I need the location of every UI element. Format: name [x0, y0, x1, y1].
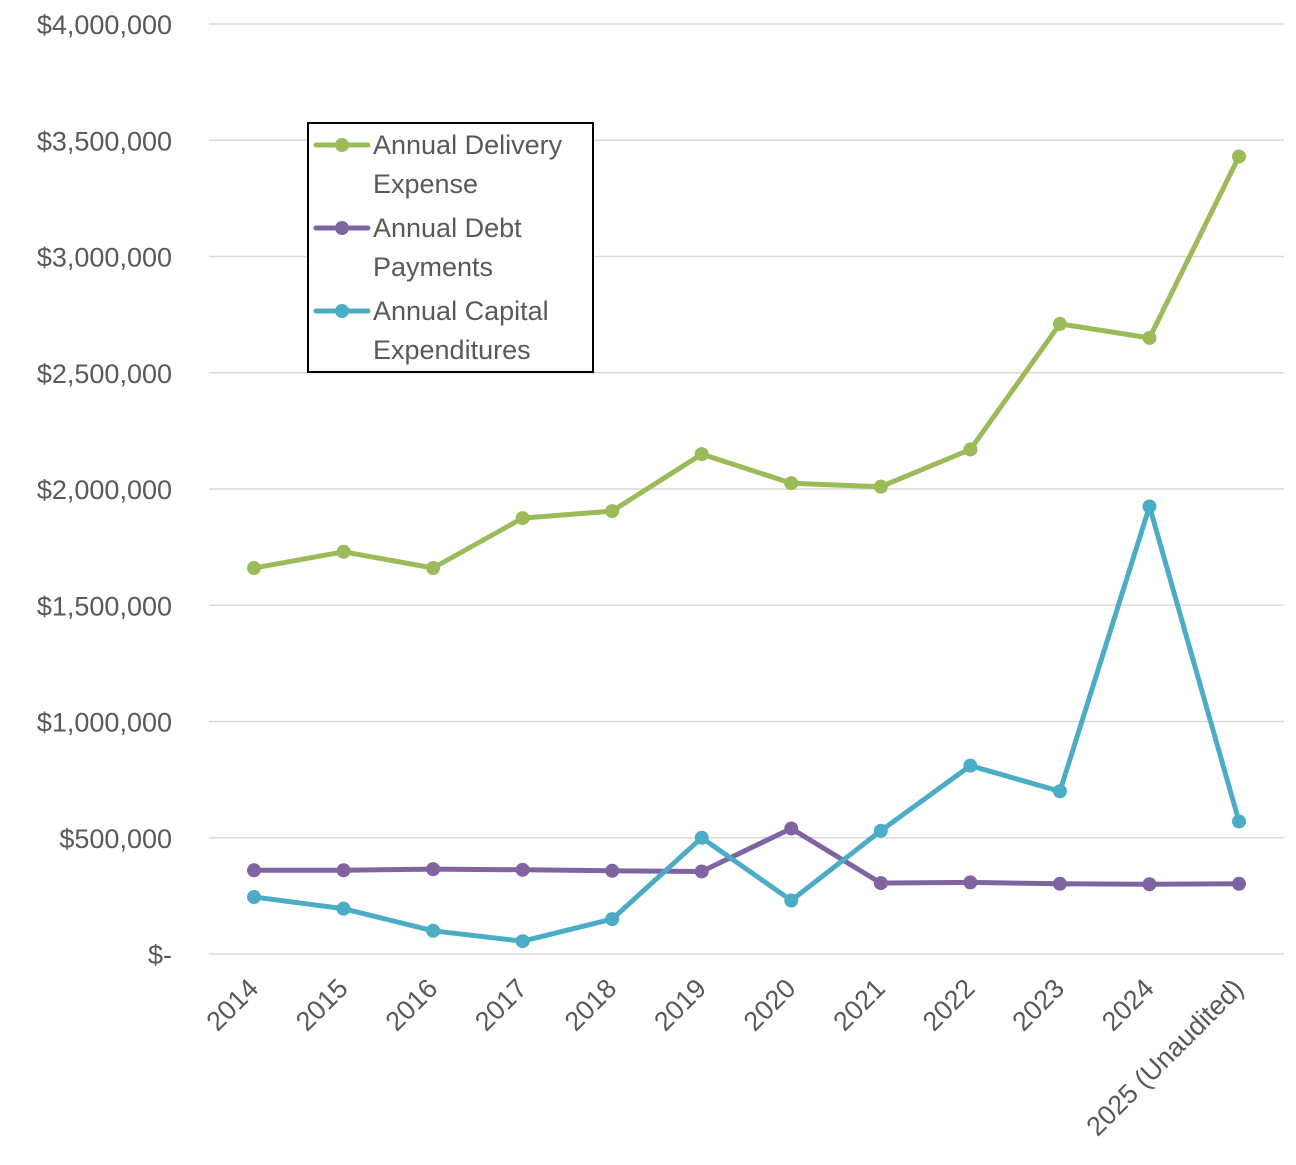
legend-label: Payments — [373, 252, 493, 282]
y-tick-label: $- — [148, 940, 172, 970]
legend-entry: Annual Delivery Expense — [313, 130, 563, 199]
data-point — [426, 923, 441, 938]
data-point — [784, 893, 799, 908]
y-tick-label: $2,000,000 — [37, 475, 172, 505]
legend-swatch-marker — [335, 221, 349, 235]
x-tick-label: 2015 — [290, 973, 354, 1037]
data-point — [426, 862, 441, 877]
legend-label: Annual Debt — [373, 213, 522, 243]
data-point — [694, 864, 709, 879]
legend-label: Expense — [373, 169, 478, 199]
data-point — [694, 447, 709, 462]
data-series — [247, 149, 1246, 949]
data-point — [1232, 814, 1246, 829]
data-point — [873, 479, 888, 494]
data-point — [605, 504, 620, 519]
y-axis-tick-labels: $- $500,000 $1,000,000 $1,500,000 $2,000,000… — [37, 10, 172, 970]
data-point — [515, 862, 530, 877]
y-tick-label: $2,500,000 — [37, 359, 172, 389]
x-tick-label: 2025 (Unaudited) — [1080, 973, 1249, 1142]
series-3 — [247, 499, 1246, 949]
legend-label: Annual Delivery — [373, 130, 563, 160]
data-point — [515, 934, 530, 949]
legend-label: Expenditures — [373, 335, 531, 365]
legend: Annual Delivery Expense Annual Debt Payment… — [307, 122, 594, 373]
series-line — [251, 826, 1242, 887]
legend-swatch-marker — [335, 138, 349, 152]
x-tick-label: 2024 — [1096, 973, 1160, 1037]
x-tick-label: 2016 — [380, 973, 444, 1037]
x-tick-label: 2014 — [201, 973, 265, 1037]
data-point — [963, 875, 978, 890]
x-tick-label: 2021 — [827, 973, 891, 1037]
data-point — [247, 561, 261, 576]
x-tick-label: 2017 — [469, 973, 533, 1037]
data-point — [1232, 149, 1246, 164]
data-point — [1052, 316, 1067, 331]
y-tick-label: $4,000,000 — [37, 10, 172, 40]
legend-box — [307, 122, 594, 373]
data-point — [336, 863, 351, 878]
legend-entry: Annual Debt Payments — [313, 213, 522, 282]
data-point — [963, 758, 978, 773]
x-tick-label: 2023 — [1006, 973, 1070, 1037]
legend-entry: Annual Capital Expenditures — [313, 296, 549, 365]
data-point — [873, 823, 888, 838]
data-point — [336, 901, 351, 916]
data-point — [873, 876, 888, 891]
data-point — [1142, 330, 1157, 345]
x-tick-label: 2022 — [917, 973, 981, 1037]
series-1 — [247, 149, 1246, 576]
series-2 — [247, 821, 1246, 892]
x-tick-label: 2020 — [738, 973, 802, 1037]
data-point — [605, 863, 620, 878]
y-tick-label: $1,500,000 — [37, 591, 172, 621]
y-tick-label: $1,000,000 — [37, 708, 172, 738]
data-point — [784, 476, 799, 491]
data-point — [247, 890, 261, 905]
series-line — [251, 503, 1242, 944]
data-point — [247, 863, 261, 878]
y-tick-label: $3,000,000 — [37, 243, 172, 273]
data-point — [515, 511, 530, 526]
data-point — [694, 830, 709, 845]
data-point — [336, 544, 351, 559]
series-line — [251, 154, 1242, 571]
y-tick-label: $500,000 — [59, 824, 172, 854]
x-axis-tick-labels: 2014 2015 2016 2017 2018 2019 2020 2021 2022 2023… — [201, 973, 1250, 1142]
legend-label: Annual Capital — [373, 296, 549, 326]
data-point — [1232, 876, 1246, 891]
data-point — [784, 821, 799, 836]
y-tick-label: $3,500,000 — [37, 126, 172, 156]
x-tick-label: 2019 — [648, 973, 712, 1037]
data-point — [1142, 877, 1157, 892]
x-tick-label: 2018 — [559, 973, 623, 1037]
data-point — [426, 561, 441, 576]
data-point — [1052, 876, 1067, 891]
legend-swatch-marker — [335, 304, 349, 318]
data-point — [605, 912, 620, 927]
data-point — [963, 442, 978, 457]
data-point — [1052, 784, 1067, 799]
data-point — [1142, 499, 1157, 514]
